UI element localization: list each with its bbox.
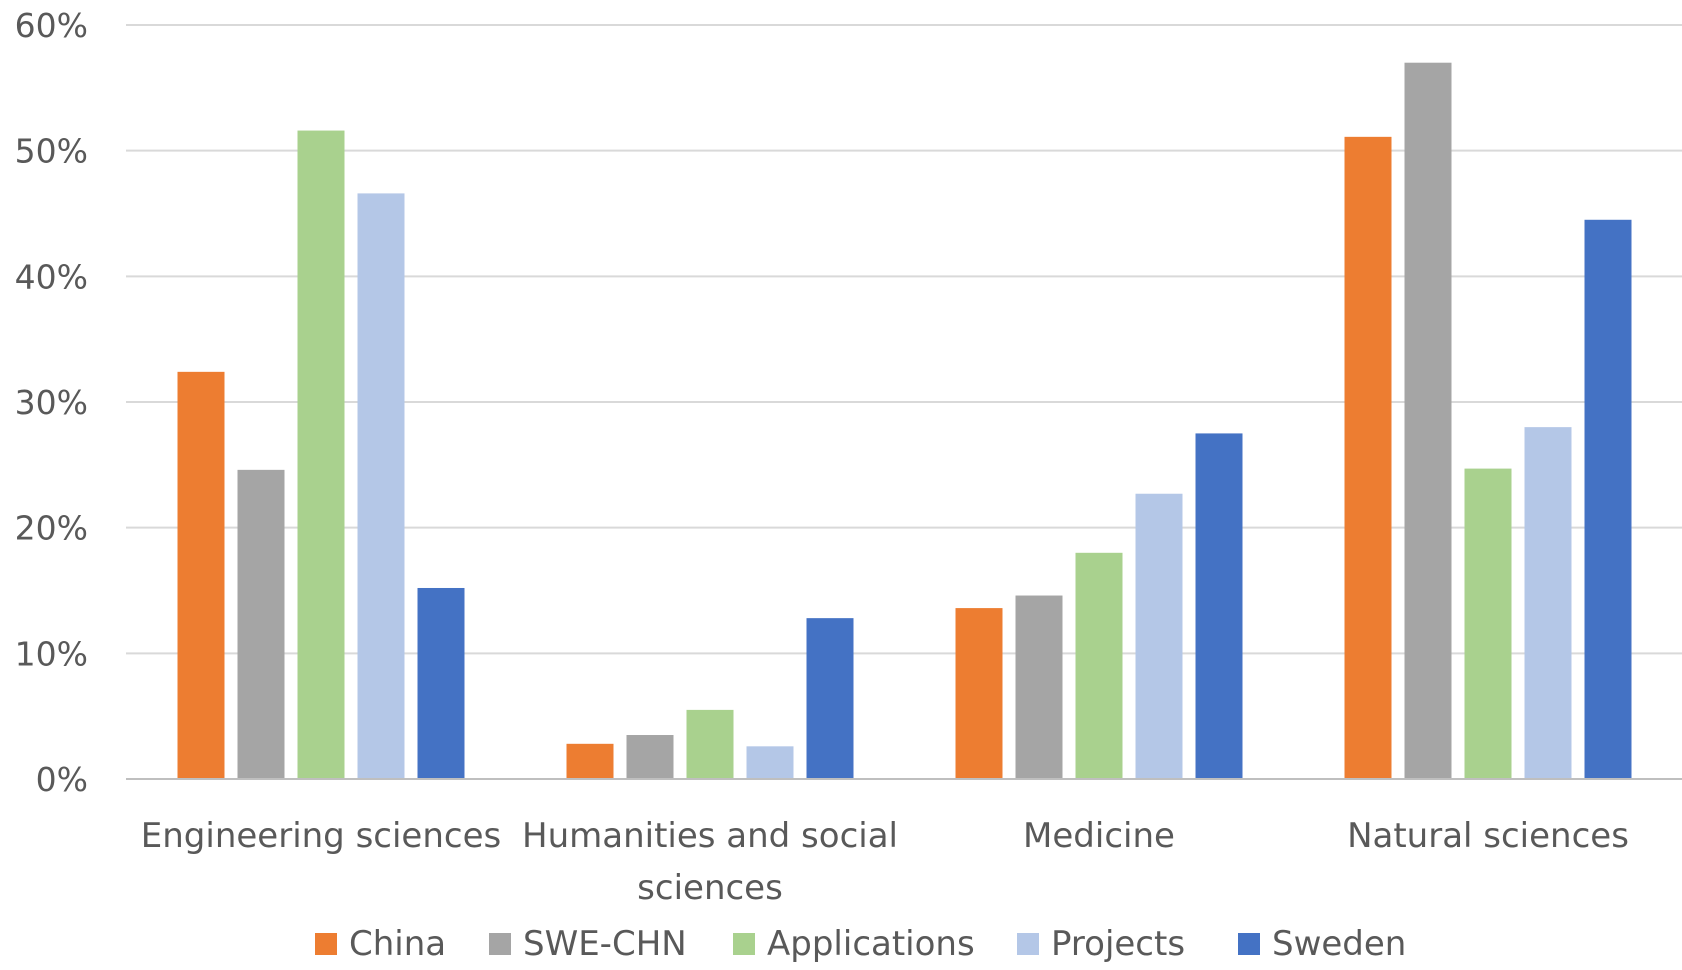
x-axis: Engineering sciences Humanities and socia… xyxy=(126,778,1682,908)
bar-applications-0 xyxy=(297,130,345,779)
legend-item-sweden: Sweden xyxy=(1238,924,1406,964)
bar-china-3 xyxy=(1344,136,1392,780)
bar-applications-3 xyxy=(1464,468,1512,779)
legend-label: SWE-CHN xyxy=(523,924,687,964)
legend-item-applications: Applications xyxy=(733,924,975,964)
y-axis: 0% 10% 20% 30% 40% 50% 60% xyxy=(15,6,88,799)
y-tick-label: 40% xyxy=(15,257,88,296)
legend-swatch xyxy=(733,933,755,955)
bar-china-0 xyxy=(177,371,225,779)
legend-swatch xyxy=(489,933,511,955)
y-tick-label: 30% xyxy=(15,383,88,422)
bar-sweden-2 xyxy=(1195,433,1243,779)
legend-label: Projects xyxy=(1051,924,1185,964)
bar-swe-chn-1 xyxy=(626,735,674,779)
legend-swatch xyxy=(1238,933,1260,955)
y-tick-label: 60% xyxy=(15,6,88,45)
legend-swatch xyxy=(315,933,337,955)
bar-projects-3 xyxy=(1524,427,1572,779)
x-category-label: Engineering sciences xyxy=(141,816,501,856)
legend-label: Applications xyxy=(767,924,975,964)
y-tick-label: 20% xyxy=(15,509,88,548)
bar-swe-chn-0 xyxy=(237,469,285,779)
bar-swe-chn-2 xyxy=(1015,595,1063,779)
bar-sweden-0 xyxy=(417,587,465,779)
legend: China SWE-CHN Applications Projects Sweden xyxy=(315,924,1406,964)
bar-sweden-1 xyxy=(806,618,854,779)
legend-item-china: China xyxy=(315,924,446,964)
y-tick-label: 0% xyxy=(36,760,88,799)
x-category-label: Medicine xyxy=(1023,816,1175,856)
bar-swe-chn-3 xyxy=(1404,62,1452,779)
bar-applications-2 xyxy=(1075,552,1123,779)
y-tick-label: 10% xyxy=(15,634,88,673)
x-category-label: Humanities and social sciences xyxy=(522,816,898,908)
y-tick-label: 50% xyxy=(15,132,88,171)
x-category-label: Natural sciences xyxy=(1347,816,1629,856)
legend-label: China xyxy=(349,924,446,964)
bar-projects-1 xyxy=(746,746,794,779)
bar-applications-1 xyxy=(686,709,734,779)
bar-china-2 xyxy=(955,608,1003,779)
bar-projects-0 xyxy=(357,193,405,780)
bars xyxy=(177,62,1632,780)
legend-swatch xyxy=(1017,933,1039,955)
bar-china-1 xyxy=(566,743,614,779)
bar-sweden-3 xyxy=(1584,219,1632,780)
bar-projects-2 xyxy=(1135,493,1183,779)
legend-item-swe-chn: SWE-CHN xyxy=(489,924,687,964)
legend-label: Sweden xyxy=(1272,924,1406,964)
legend-item-projects: Projects xyxy=(1017,924,1185,964)
